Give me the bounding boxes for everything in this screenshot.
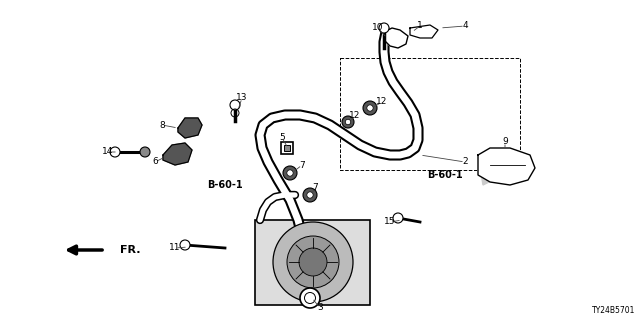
Text: 6: 6: [152, 157, 158, 166]
Text: 10: 10: [372, 23, 384, 33]
Circle shape: [180, 240, 190, 250]
Circle shape: [299, 248, 327, 276]
Circle shape: [367, 105, 373, 111]
Circle shape: [363, 101, 377, 115]
Text: 12: 12: [349, 110, 361, 119]
Polygon shape: [478, 155, 493, 185]
Text: B-60-1: B-60-1: [427, 170, 463, 180]
Text: TY24B5701: TY24B5701: [591, 306, 635, 315]
Circle shape: [303, 188, 317, 202]
FancyBboxPatch shape: [284, 145, 290, 151]
Text: 9: 9: [502, 138, 508, 147]
Circle shape: [300, 288, 320, 308]
Text: 7: 7: [312, 183, 318, 193]
Text: 14: 14: [102, 148, 114, 156]
Text: B-60-1: B-60-1: [207, 180, 243, 190]
FancyBboxPatch shape: [281, 142, 293, 154]
Text: 1: 1: [417, 21, 423, 30]
Circle shape: [140, 147, 150, 157]
Circle shape: [230, 100, 240, 110]
Circle shape: [287, 236, 339, 288]
Circle shape: [287, 170, 293, 176]
Circle shape: [342, 116, 354, 128]
Text: 13: 13: [236, 93, 248, 102]
Circle shape: [393, 213, 403, 223]
Polygon shape: [410, 25, 438, 38]
Polygon shape: [178, 118, 202, 138]
Circle shape: [273, 222, 353, 302]
Bar: [340, 58, 520, 170]
Text: 11: 11: [169, 244, 180, 252]
Circle shape: [379, 23, 389, 33]
Text: 7: 7: [299, 161, 305, 170]
Bar: [255, 220, 370, 305]
Circle shape: [346, 119, 351, 125]
Text: FR.: FR.: [120, 245, 141, 255]
Polygon shape: [384, 28, 408, 48]
Circle shape: [307, 192, 313, 198]
Circle shape: [110, 147, 120, 157]
Circle shape: [283, 166, 297, 180]
Text: 5: 5: [279, 133, 285, 142]
Text: 3: 3: [317, 303, 323, 313]
Text: 15: 15: [384, 218, 396, 227]
Polygon shape: [478, 148, 535, 185]
Text: 2: 2: [462, 157, 468, 166]
Text: 12: 12: [376, 98, 388, 107]
Polygon shape: [163, 143, 192, 165]
Text: 8: 8: [159, 121, 165, 130]
Text: 4: 4: [462, 21, 468, 30]
